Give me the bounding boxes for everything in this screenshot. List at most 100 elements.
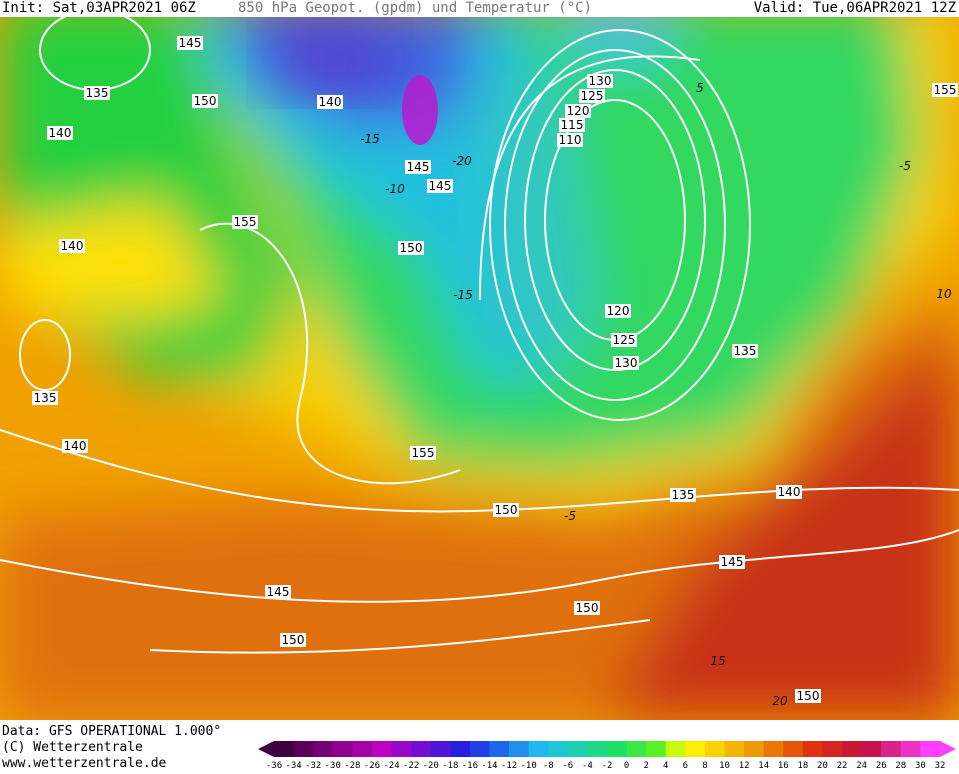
colorbar-label: -10	[521, 761, 537, 770]
colorbar-label: 22	[837, 761, 848, 770]
isoline-label: 110	[559, 133, 582, 147]
temperature-label: -5	[564, 509, 576, 523]
colorbar-swatch	[607, 741, 628, 757]
colorbar-label: 28	[895, 761, 906, 770]
isoline-label: 145	[721, 555, 744, 569]
colorbar-swatch	[822, 741, 843, 757]
colorbar-swatch	[724, 741, 745, 757]
isoline-label: 130	[615, 356, 638, 370]
temperature-label: 15	[710, 654, 725, 668]
isoline-label: 140	[61, 239, 84, 253]
header-bar	[0, 0, 959, 17]
isoline-label: 140	[319, 95, 342, 109]
colorbar-label: -22	[403, 761, 419, 770]
colorbar-swatch	[744, 741, 765, 757]
isoline-label-box	[405, 160, 431, 174]
colorbar-label: 0	[624, 761, 629, 770]
isoline-label-box	[579, 89, 605, 103]
colorbar-swatch	[293, 741, 314, 757]
isoline-label: 150	[400, 241, 423, 255]
isoline-label-box	[177, 36, 203, 50]
isoline-label-box	[565, 104, 591, 118]
temperature-label: -5	[899, 159, 911, 173]
colorbar-swatch	[371, 741, 393, 757]
colorbar-swatch	[665, 741, 686, 757]
colorbar-label: 20	[817, 761, 828, 770]
isoline-label-box	[59, 239, 85, 253]
isoline-label-box	[317, 95, 343, 109]
temperature-label: 20	[772, 694, 788, 708]
isoline-label-box	[192, 94, 218, 108]
colorbar-label: -32	[305, 761, 321, 770]
map-title: 850 hPa Geopot. (gpdm) und Temperatur (°…	[238, 0, 592, 16]
data-source: Data: GFS OPERATIONAL 1.000°	[2, 724, 221, 739]
colorbar-label: 4	[663, 761, 668, 770]
colorbar-label: 32	[935, 761, 946, 770]
isoline-label-box	[493, 503, 519, 517]
isoline-label-box	[574, 601, 600, 615]
website: www.wetterzentrale.de	[2, 756, 167, 770]
isoline-label: 115	[561, 118, 584, 132]
colorbar-label: -28	[344, 761, 360, 770]
colorbar-label: -16	[462, 761, 478, 770]
colorbar-label: -36	[266, 761, 282, 770]
colorbar-label: 30	[915, 761, 926, 770]
colorbar-swatch	[411, 741, 432, 757]
colorbar-swatch	[450, 741, 471, 757]
isoline-label-box	[410, 446, 436, 460]
isoline-label: 150	[194, 94, 217, 108]
colorbar-label: 6	[683, 761, 688, 770]
temperature-label: -10	[385, 182, 405, 196]
colorbar-swatch	[332, 741, 353, 757]
copyright: (C) Wetterzentrale	[2, 740, 143, 755]
colorbar-label: 24	[856, 761, 867, 770]
isoline-label: 140	[49, 126, 72, 140]
colorbar-swatch	[352, 741, 373, 757]
colorbar-swatch	[685, 741, 706, 757]
init-time: Init: Sat,03APR2021 06Z	[2, 0, 196, 16]
isoline-label: 155	[412, 446, 435, 460]
colorbar-arrow-right	[940, 741, 956, 757]
isoline-label: 120	[567, 104, 590, 118]
isoline-label: 150	[282, 633, 305, 647]
colorbar-swatch	[842, 741, 863, 757]
isoline-label-box	[232, 215, 258, 229]
colorbar-swatch	[528, 741, 549, 757]
colorbar-label: 16	[778, 761, 789, 770]
isoline-label: 150	[495, 503, 518, 517]
colorbar-label: -30	[325, 761, 341, 770]
colorbar-swatch	[626, 741, 647, 757]
temperature-field	[0, 0, 959, 720]
colorbar-label: -6	[562, 761, 573, 770]
colorbar-swatch	[704, 741, 726, 757]
colorbar-label: -4	[582, 761, 593, 770]
isoline-label-box	[62, 439, 88, 453]
colorbar-label: -20	[423, 761, 439, 770]
isoline-label: 120	[607, 304, 630, 318]
isoline-label-box	[932, 83, 958, 97]
colorbar-label: 2	[643, 761, 648, 770]
isoline-label-box	[795, 689, 821, 703]
colorbar-label: -8	[543, 761, 554, 770]
colorbar-swatch	[861, 741, 882, 757]
isoline-label: 140	[64, 439, 87, 453]
isoline-label: 145	[407, 160, 430, 174]
colorbar-swatch	[313, 741, 334, 757]
isoline-label: 130	[589, 74, 612, 88]
colorbar-swatch	[430, 741, 451, 757]
isoline-label: 145	[429, 179, 452, 193]
temperature-label: 5	[696, 81, 704, 95]
isoline-label-box	[32, 391, 58, 405]
isoline-label-box	[587, 74, 613, 88]
colorbar-swatch	[469, 741, 490, 757]
temperature-label: -15	[360, 132, 380, 146]
isoline-label: 135	[34, 391, 57, 405]
isoline-label-box	[47, 126, 73, 140]
isoline-label: 155	[234, 215, 257, 229]
temperature-label: -20	[452, 154, 472, 168]
colorbar-label: 10	[719, 761, 730, 770]
colorbar-swatch	[391, 741, 412, 757]
colorbar-swatch	[274, 741, 295, 757]
